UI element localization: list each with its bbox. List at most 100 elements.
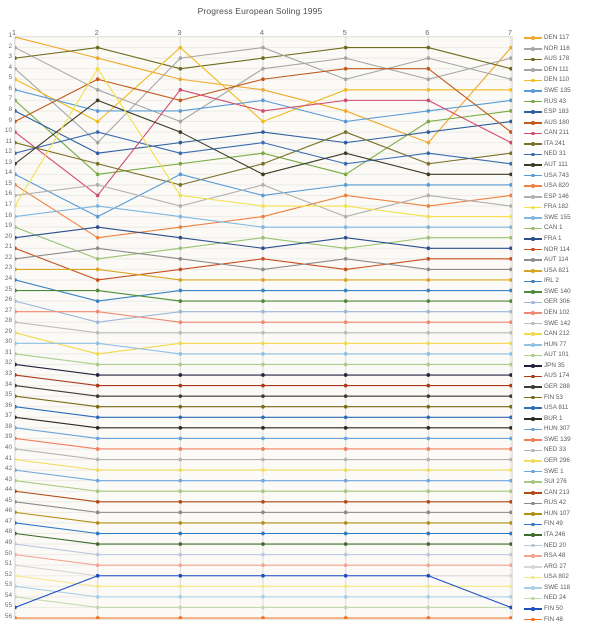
legend-item[interactable]: DEN 102 <box>524 308 570 319</box>
series-line[interactable] <box>15 531 512 546</box>
series-line[interactable] <box>15 426 512 441</box>
legend-item[interactable]: ITA 241 <box>524 139 565 150</box>
data-point[interactable] <box>15 161 17 166</box>
series-line[interactable] <box>15 362 512 377</box>
series-line[interactable] <box>15 225 512 251</box>
data-point[interactable] <box>509 130 512 134</box>
data-point[interactable] <box>343 330 348 335</box>
legend-item[interactable]: USA 820 <box>524 181 569 192</box>
data-point[interactable] <box>343 56 348 60</box>
data-point[interactable] <box>509 45 512 50</box>
data-point[interactable] <box>178 499 183 504</box>
data-point[interactable] <box>178 595 183 599</box>
data-point[interactable] <box>95 616 100 619</box>
data-point[interactable] <box>261 214 265 219</box>
data-point[interactable] <box>178 214 183 219</box>
data-point[interactable] <box>178 352 183 356</box>
data-point[interactable] <box>343 278 348 282</box>
data-point[interactable] <box>178 330 183 335</box>
legend-item[interactable]: ITA 246 <box>524 530 565 541</box>
data-point[interactable] <box>426 404 431 409</box>
data-point[interactable] <box>343 341 348 346</box>
legend-item[interactable]: HUN 77 <box>524 340 566 351</box>
data-point[interactable] <box>178 584 183 589</box>
data-point[interactable] <box>95 330 100 335</box>
data-point[interactable] <box>15 288 17 293</box>
data-point[interactable] <box>178 309 183 314</box>
data-point[interactable] <box>15 119 17 124</box>
data-point[interactable] <box>261 267 265 272</box>
data-point[interactable] <box>95 256 100 261</box>
data-point[interactable] <box>509 246 512 251</box>
data-point[interactable] <box>15 573 17 578</box>
data-point[interactable] <box>15 362 17 367</box>
data-point[interactable] <box>343 478 348 483</box>
data-point[interactable] <box>178 436 183 441</box>
data-point[interactable] <box>95 552 100 557</box>
data-point[interactable] <box>95 193 100 198</box>
data-point[interactable] <box>178 119 183 124</box>
data-point[interactable] <box>509 489 512 494</box>
legend-item[interactable]: AUT 114 <box>524 255 568 266</box>
data-point[interactable] <box>343 616 348 619</box>
legend-item[interactable]: RUS 43 <box>524 96 566 107</box>
data-point[interactable] <box>95 447 100 451</box>
data-point[interactable] <box>509 193 512 198</box>
data-point[interactable] <box>426 373 431 377</box>
data-point[interactable] <box>426 87 431 92</box>
series-line[interactable] <box>15 183 512 219</box>
data-point[interactable] <box>343 404 348 409</box>
series-line[interactable] <box>15 45 512 124</box>
data-point[interactable] <box>426 499 431 504</box>
data-point[interactable] <box>509 330 512 335</box>
data-point[interactable] <box>95 510 100 515</box>
data-point[interactable] <box>178 362 183 367</box>
legend-item[interactable]: ESP 146 <box>524 192 569 203</box>
legend-item[interactable]: HUN 107 <box>524 509 570 520</box>
data-point[interactable] <box>15 436 17 441</box>
data-point[interactable] <box>426 415 431 420</box>
data-point[interactable] <box>95 45 100 50</box>
data-point[interactable] <box>343 426 348 430</box>
data-point[interactable] <box>95 225 100 229</box>
data-point[interactable] <box>178 225 183 229</box>
data-point[interactable] <box>343 119 348 124</box>
data-point[interactable] <box>509 320 512 325</box>
data-point[interactable] <box>343 183 348 187</box>
legend-item[interactable]: BUR 1 <box>524 414 563 425</box>
data-point[interactable] <box>15 309 17 314</box>
data-point[interactable] <box>509 499 512 504</box>
series-line[interactable] <box>15 489 512 504</box>
data-point[interactable] <box>95 151 100 156</box>
series-line[interactable] <box>15 267 512 282</box>
data-point[interactable] <box>95 341 100 346</box>
data-point[interactable] <box>178 320 183 325</box>
data-point[interactable] <box>261 246 265 251</box>
data-point[interactable] <box>426 56 431 60</box>
series-line[interactable] <box>15 499 512 515</box>
data-point[interactable] <box>426 436 431 441</box>
data-point[interactable] <box>509 362 512 367</box>
legend-item[interactable]: CAN 211 <box>524 128 569 139</box>
data-point[interactable] <box>261 552 265 557</box>
data-point[interactable] <box>509 447 512 451</box>
data-point[interactable] <box>178 98 183 103</box>
data-point[interactable] <box>15 478 17 483</box>
data-point[interactable] <box>95 130 100 134</box>
data-point[interactable] <box>426 151 431 156</box>
data-point[interactable] <box>261 299 265 303</box>
data-point[interactable] <box>95 499 100 504</box>
data-point[interactable] <box>261 45 265 50</box>
data-point[interactable] <box>178 278 183 282</box>
data-point[interactable] <box>178 373 183 377</box>
data-point[interactable] <box>261 373 265 377</box>
data-point[interactable] <box>426 394 431 399</box>
data-point[interactable] <box>178 256 183 261</box>
data-point[interactable] <box>261 584 265 589</box>
data-point[interactable] <box>15 77 17 82</box>
data-point[interactable] <box>509 87 512 92</box>
data-point[interactable] <box>343 256 348 261</box>
data-point[interactable] <box>343 489 348 494</box>
data-point[interactable] <box>178 426 183 430</box>
data-point[interactable] <box>178 521 183 525</box>
